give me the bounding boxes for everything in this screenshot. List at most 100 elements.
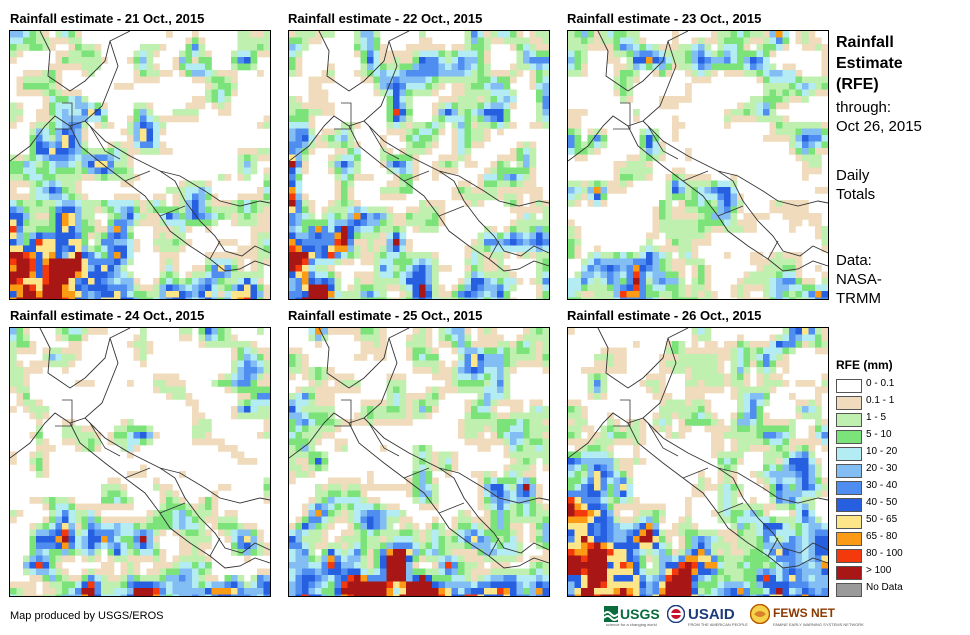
rainfall-cell: [244, 542, 251, 550]
rainfall-cell: [503, 291, 511, 298]
rainfall-cell: [510, 432, 517, 439]
rainfall-cell: [477, 258, 485, 266]
rainfall-cell: [42, 291, 50, 298]
rainfall-cell: [516, 406, 524, 413]
rainfall-cell: [16, 50, 24, 58]
rainfall-cell: [107, 555, 115, 563]
rainfall-cell: [503, 341, 511, 348]
rainfall-cell: [172, 562, 180, 569]
rainfall-cell: [568, 37, 575, 45]
rainfall-cell: [613, 180, 621, 188]
rainfall-cell: [81, 213, 89, 220]
rainfall-cell: [484, 503, 491, 511]
rainfall-cell: [295, 226, 303, 233]
rainfall-cell: [529, 562, 537, 569]
rainfall-cell: [127, 148, 134, 155]
rainfall-cell: [62, 536, 69, 543]
rainfall-cell: [808, 291, 816, 298]
rainfall-cell: [678, 258, 686, 266]
rainfall-cell: [88, 50, 95, 58]
rainfall-cell: [536, 239, 543, 246]
rainfall-cell: [510, 458, 517, 465]
rainfall-cell: [120, 575, 128, 582]
rainfall-cell: [639, 135, 647, 142]
rainfall-cell: [159, 213, 167, 220]
rainfall-cell: [159, 258, 167, 266]
rainfall-cell: [419, 128, 426, 136]
rainfall-cell: [42, 347, 50, 355]
rainfall-cell: [646, 154, 653, 162]
rainfall-cell: [295, 232, 303, 240]
rainfall-cell: [29, 206, 37, 214]
rainfall-cell: [315, 373, 322, 381]
rainfall-cell: [425, 148, 433, 155]
rainfall-cell: [620, 258, 627, 266]
rainfall-cell: [425, 135, 433, 142]
rainfall-cell: [172, 581, 180, 589]
rainfall-cell: [224, 174, 232, 181]
rainfall-cell: [497, 102, 504, 110]
rainfall-cell: [425, 284, 433, 292]
rainfall-cell: [263, 37, 270, 45]
rainfall-cell: [529, 516, 537, 524]
rainfall-cell: [101, 278, 108, 285]
rainfall-cell: [101, 265, 108, 272]
rainfall-cell: [490, 109, 498, 116]
rainfall-cell: [328, 516, 335, 524]
rainfall-cell: [613, 57, 621, 64]
rainfall-cell: [419, 278, 426, 285]
rainfall-cell: [295, 425, 303, 433]
rainfall-cell: [49, 529, 56, 537]
rainfall-cell: [672, 102, 679, 110]
rainfall-cell: [263, 594, 270, 596]
rainfall-cell: [75, 278, 82, 285]
rainfall-cell: [23, 284, 30, 292]
rainfall-cell: [29, 180, 37, 188]
rainfall-cell: [205, 206, 212, 214]
rainfall-cell: [386, 419, 394, 426]
rainfall-cell: [769, 89, 777, 97]
rainfall-cell: [10, 516, 17, 524]
rainfall-cell: [425, 458, 433, 465]
rainfall-cell: [406, 161, 413, 168]
rainfall-cell: [419, 213, 426, 220]
rainfall-cell: [36, 497, 43, 504]
rainfall-cell: [587, 180, 595, 188]
rainfall-cell: [237, 451, 245, 459]
rainfall-cell: [380, 284, 387, 292]
rainfall-cell: [185, 278, 193, 285]
rainfall-cell: [438, 360, 446, 368]
rainfall-cell: [308, 102, 316, 110]
rainfall-cell: [166, 278, 173, 285]
rainfall-cell: [425, 278, 433, 285]
rainfall-cell: [192, 510, 199, 517]
rainfall-cell: [75, 297, 82, 299]
rainfall-cell: [172, 380, 180, 387]
rainfall-cell: [107, 226, 115, 233]
rainfall-cell: [685, 213, 692, 220]
rainfall-cell: [244, 200, 251, 207]
rainfall-cell: [244, 161, 251, 168]
rainfall-cell: [373, 341, 381, 348]
rainfall-cell: [802, 174, 809, 181]
rainfall-cell: [29, 122, 37, 129]
rainfall-cell: [62, 297, 69, 299]
rainfall-cell: [360, 529, 368, 537]
rainfall-cell: [659, 154, 666, 162]
rainfall-cell: [23, 347, 30, 355]
rainfall-cell: [510, 419, 517, 426]
rainfall-cell: [808, 297, 816, 299]
rainfall-cell: [652, 258, 660, 266]
rainfall-cell: [334, 555, 342, 563]
rainfall-cell: [510, 490, 517, 498]
rainfall-cell: [62, 226, 69, 233]
rainfall-cell: [360, 341, 368, 348]
rainfall-cell: [380, 239, 387, 246]
panel-title-22-oct: Rainfall estimate - 22 Oct., 2015: [288, 11, 483, 26]
rainfall-cell: [42, 245, 50, 253]
rainfall-cell: [587, 291, 595, 298]
rainfall-cell: [620, 278, 627, 285]
rainfall-cell: [484, 174, 491, 181]
rainfall-cell: [114, 278, 121, 285]
rainfall-cell: [88, 555, 95, 563]
